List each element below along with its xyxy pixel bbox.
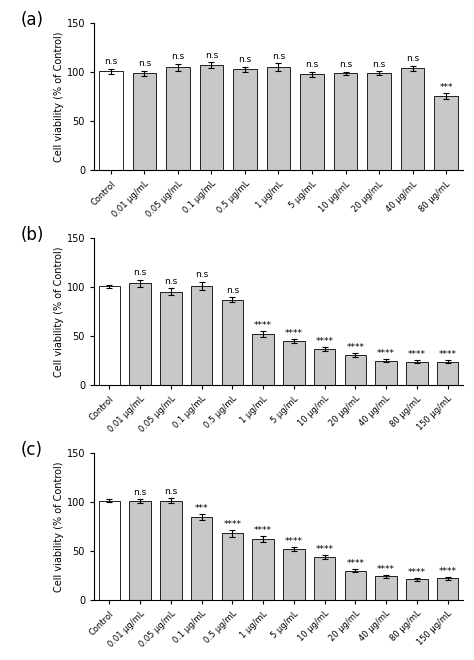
Bar [375,576,397,600]
Y-axis label: Cell viability (% of Control): Cell viability (% of Control) [54,32,64,162]
Text: ****: **** [408,350,426,359]
Bar [406,579,428,600]
Bar [345,571,366,600]
Text: ***: *** [439,82,453,92]
Bar [160,292,182,385]
Text: ****: **** [316,337,334,346]
Text: (c): (c) [20,441,42,459]
Bar [200,65,223,170]
Bar [401,68,424,170]
Text: ****: **** [346,343,365,352]
Text: n.s: n.s [339,60,352,69]
Bar [252,539,274,600]
Text: (b): (b) [20,226,44,244]
Text: ****: **** [408,568,426,577]
Text: n.s: n.s [272,52,285,61]
Bar [314,348,335,385]
Text: n.s: n.s [164,277,178,286]
Bar [334,73,357,170]
Text: (a): (a) [20,11,43,29]
Bar [166,67,190,170]
Text: ****: **** [254,321,272,330]
Text: n.s: n.s [238,55,252,64]
Bar [252,334,274,385]
Text: ****: **** [285,537,303,546]
Bar [345,354,366,385]
Bar [233,69,257,170]
Bar [99,71,123,170]
Text: n.s: n.s [171,52,184,61]
Text: ****: **** [223,520,241,529]
Bar [99,286,120,385]
Bar [133,73,156,170]
Text: ****: **** [438,567,456,576]
Bar [160,501,182,600]
Bar [437,578,458,600]
Bar [222,533,243,600]
Text: ***: *** [195,504,209,513]
Bar [191,517,212,600]
Bar [191,286,212,385]
Text: n.s: n.s [373,59,386,69]
Text: ****: **** [438,350,456,359]
Text: n.s: n.s [205,51,218,60]
Text: ****: **** [377,565,395,574]
Text: ****: **** [316,545,334,554]
Bar [222,300,243,385]
Bar [267,67,290,170]
Text: n.s: n.s [406,54,419,63]
Bar [129,501,151,600]
Text: n.s: n.s [104,57,118,66]
Bar [437,362,458,385]
Y-axis label: Cell viability (% of Control): Cell viability (% of Control) [54,246,64,377]
Bar [367,73,391,170]
Bar [99,501,120,600]
Text: ****: **** [346,559,365,568]
Text: n.s: n.s [164,487,178,496]
Bar [375,360,397,385]
Text: n.s: n.s [134,268,147,277]
Text: ****: **** [377,349,395,358]
Text: n.s: n.s [226,286,239,295]
Bar [406,362,428,385]
Bar [434,96,458,170]
Bar [314,557,335,600]
Text: n.s: n.s [138,59,151,68]
Text: n.s: n.s [195,270,208,279]
Bar [283,549,305,600]
Bar [300,74,324,170]
Text: ****: **** [254,526,272,535]
Bar [283,341,305,385]
Text: n.s: n.s [305,60,319,69]
Text: ****: **** [285,329,303,337]
Text: n.s: n.s [134,488,147,496]
Y-axis label: Cell viability (% of Control): Cell viability (% of Control) [54,461,64,592]
Bar [129,283,151,385]
